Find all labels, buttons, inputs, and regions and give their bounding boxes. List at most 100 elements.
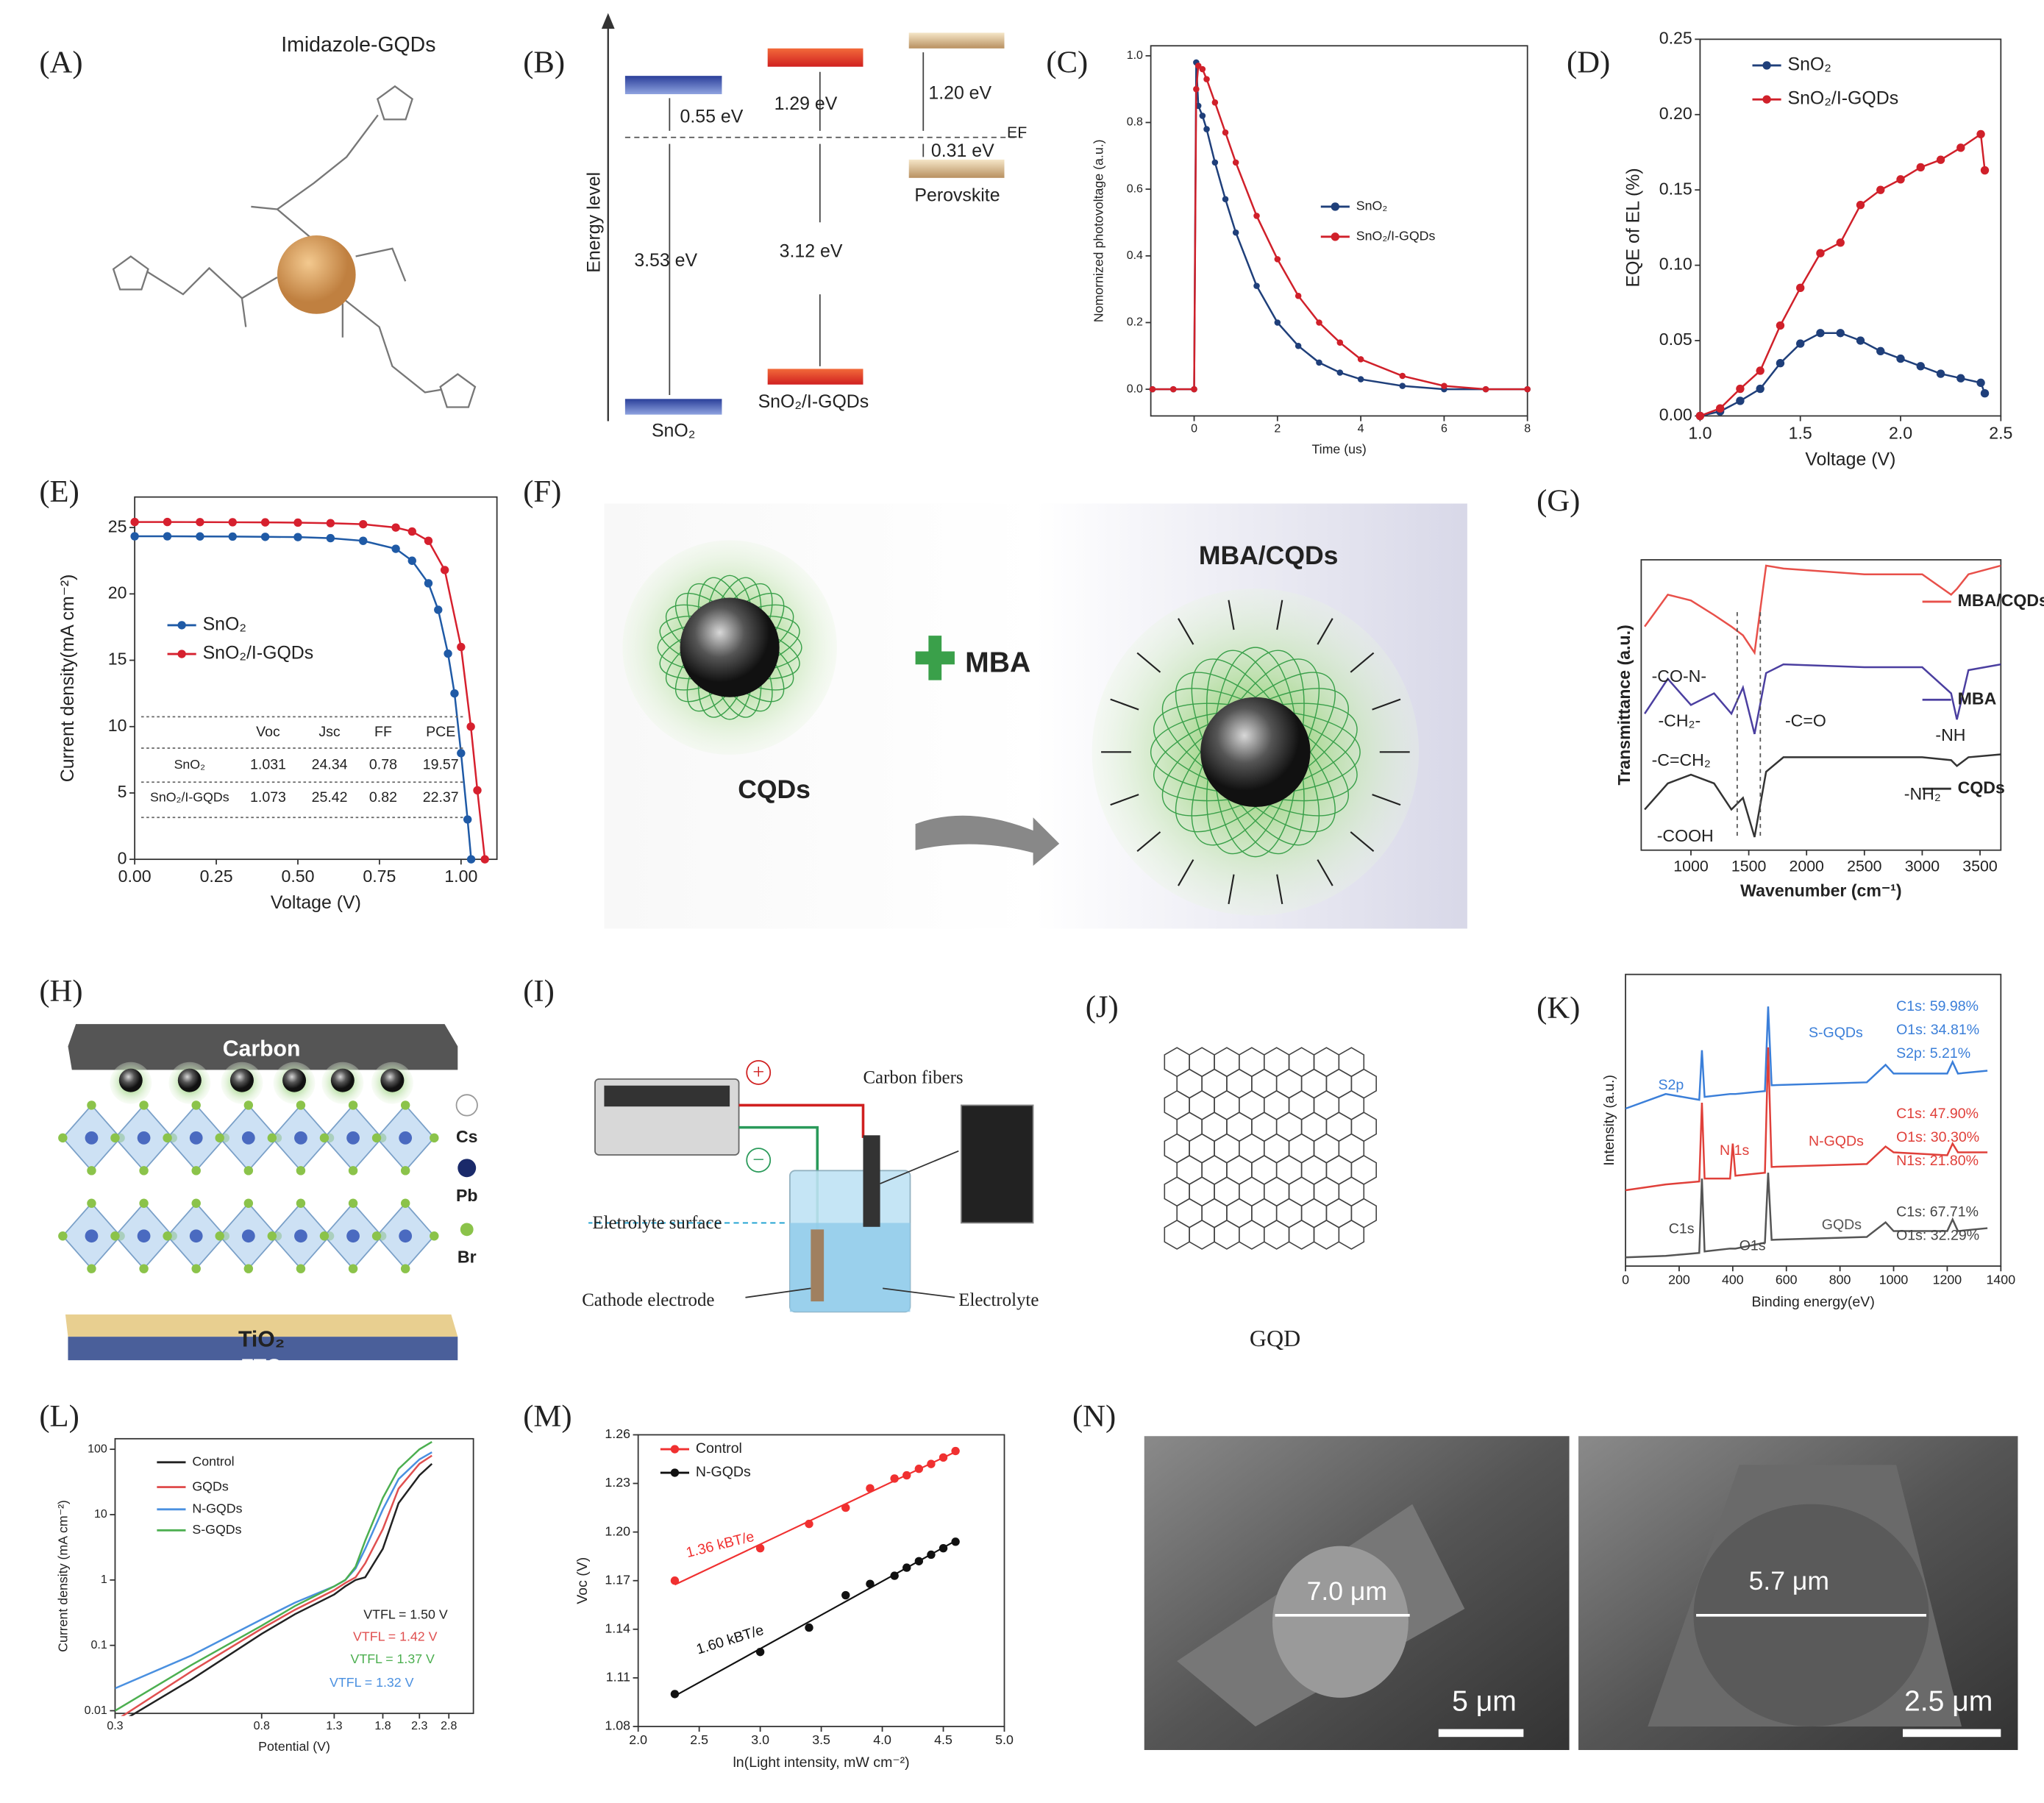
y-tick-label: 0.6 <box>1127 182 1143 195</box>
panel-label: (N) <box>1072 1399 1116 1434</box>
ring <box>1164 1219 1190 1250</box>
y-tick-label: 0.05 <box>1659 330 1692 349</box>
table-cell: 1.031 <box>250 756 286 772</box>
data-point <box>1253 213 1260 219</box>
material-label: SnO₂/I-GQDs <box>758 391 869 412</box>
crosslink <box>1276 874 1283 905</box>
data-point <box>1896 354 1905 363</box>
legend-label: S-GQDs <box>192 1522 241 1537</box>
ring <box>1214 1089 1240 1120</box>
ring <box>1201 1068 1228 1099</box>
pb-atom <box>294 1131 307 1145</box>
ring <box>1189 1176 1215 1207</box>
ring <box>1313 1219 1340 1250</box>
y-tick-label: 1.20 <box>605 1523 630 1538</box>
br-atom <box>191 1100 201 1110</box>
table-cell: 24.34 <box>312 756 348 772</box>
data-point <box>407 527 416 536</box>
br-atom <box>348 1100 358 1110</box>
plot-frame <box>114 1437 474 1715</box>
data-point <box>1399 383 1406 389</box>
data-point <box>1295 292 1302 299</box>
y-tick-label: 1.26 <box>605 1426 630 1441</box>
br-atom <box>243 1166 254 1176</box>
pb-atom <box>294 1229 307 1243</box>
x-axis-label: ln(Light intensity, mW cm⁻²) <box>733 1754 909 1771</box>
legend-label: MBA/CQDs <box>1958 591 2044 610</box>
data-point <box>1194 63 1202 69</box>
ring <box>1300 1112 1328 1142</box>
ring <box>1189 1219 1215 1250</box>
data-point <box>457 642 466 652</box>
legend-label: Br <box>457 1248 477 1267</box>
crosslink <box>1228 874 1235 905</box>
br-atom <box>191 1264 201 1273</box>
data-point <box>1796 283 1805 293</box>
data-point <box>927 1459 936 1468</box>
x-tick-label: 1200 <box>1933 1272 1962 1287</box>
pb-atom <box>241 1131 255 1145</box>
br-atom <box>110 1133 120 1143</box>
reagent-label: MBA <box>965 647 1030 679</box>
y-tick-label: 1.17 <box>605 1572 630 1587</box>
legend-marker <box>1331 202 1340 211</box>
br-atom <box>400 1166 410 1176</box>
molecule <box>112 85 477 408</box>
x-axis-label: Voltage (V) <box>271 892 361 913</box>
x-tick-label: 1.0 <box>1688 423 1712 442</box>
y-tick-label: 0.20 <box>1659 104 1692 123</box>
panel-label: (K) <box>1536 991 1580 1025</box>
plot-frame <box>134 496 498 861</box>
y-axis-label: Voc (V) <box>574 1557 591 1604</box>
measure-label: 5.7 μm <box>1749 1566 1829 1596</box>
callout: Carbon fibers <box>863 1068 963 1088</box>
crosslink <box>1228 600 1235 630</box>
data-point <box>890 1474 899 1483</box>
legend-label: N-GQDs <box>1809 1133 1864 1149</box>
data-point <box>1715 404 1725 413</box>
panel-label: (F) <box>523 474 561 509</box>
y-axis-label: Current density (mA cm⁻²) <box>55 1500 70 1652</box>
energy-label: 0.31 eV <box>931 141 994 161</box>
x-tick-label: 0.75 <box>363 867 396 886</box>
ring <box>1164 1047 1190 1078</box>
panel-label: (A) <box>39 46 82 80</box>
x-tick-label: 400 <box>1722 1272 1744 1287</box>
br-atom <box>163 1133 172 1143</box>
ring <box>1226 1068 1253 1099</box>
data-point <box>1896 175 1905 184</box>
br-atom <box>243 1198 254 1208</box>
br-atom <box>191 1166 201 1176</box>
legend-label: S-GQDs <box>1809 1025 1863 1041</box>
data-point <box>1980 389 1990 398</box>
br-atom <box>58 1133 68 1143</box>
x-tick-label: 1.00 <box>444 867 477 886</box>
ring <box>1325 1154 1353 1185</box>
pb-atom <box>189 1229 203 1243</box>
ring <box>1350 1112 1377 1142</box>
data-point <box>434 605 443 614</box>
data-point <box>1776 321 1785 330</box>
series-line <box>1625 1047 1988 1192</box>
data-point <box>293 533 302 541</box>
data-point <box>1876 185 1885 194</box>
x-tick-label: 2.5 <box>1989 423 2012 442</box>
data-point <box>1936 155 1945 164</box>
data-point <box>424 579 433 588</box>
ring <box>1288 1133 1315 1164</box>
quantum-dot <box>380 1068 405 1092</box>
ring <box>1239 1133 1265 1164</box>
ring <box>1226 1198 1253 1228</box>
x-tick-label: 2500 <box>1847 857 1882 875</box>
data-point <box>1336 369 1344 376</box>
data-point <box>1222 196 1229 203</box>
ring <box>1164 1176 1190 1207</box>
data-point <box>670 1690 680 1699</box>
ring <box>1251 1154 1278 1185</box>
y-tick-label: 5 <box>118 782 127 801</box>
x-tick-label: 4.0 <box>873 1732 891 1747</box>
chart: 0 2 4 6 8 0.0 0.2 0.4 0.6 0.8 1.0 Time (us) Nomorniz… <box>1092 45 1531 456</box>
pb-atom <box>399 1229 413 1243</box>
br-atom <box>319 1133 330 1143</box>
br-atom <box>296 1198 306 1208</box>
